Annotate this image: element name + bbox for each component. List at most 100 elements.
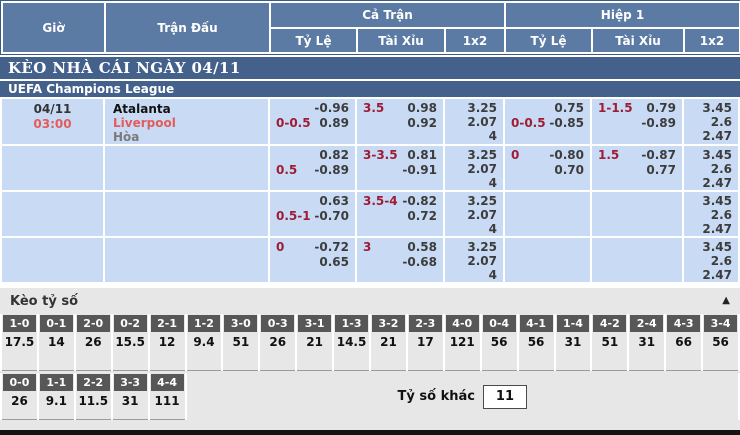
league-title-bar: UEFA Champions League — [0, 81, 740, 97]
home-team-label: Atalanta — [113, 102, 171, 116]
odds-value: 2.07 — [467, 254, 497, 268]
score-odds: 14 — [47, 335, 65, 349]
odds-value: 4 — [488, 222, 497, 236]
first-half-1x2-cell[interactable]: 3.45 2.6 2.47 — [684, 146, 738, 190]
odds-line: 4 — [445, 268, 503, 282]
first-half-over-under-cell[interactable] — [592, 238, 682, 282]
first-half-handicap-cell[interactable]: 0.75 0-0.5 -0.85 — [505, 99, 590, 144]
score-cell[interactable]: 1-3 14.5 — [334, 314, 369, 371]
odds-value: -0.85 — [549, 116, 584, 130]
handicap-label: 1-1.5 — [598, 101, 633, 115]
odds-line: 3.5-4 -0.82 — [357, 194, 443, 209]
odds-line: 2.47 — [684, 176, 738, 190]
score-odds: 31 — [638, 335, 656, 349]
score-odds: 21 — [306, 335, 323, 349]
odds-value: 2.07 — [467, 115, 497, 129]
score-cell[interactable]: 4-4 111 — [149, 373, 185, 420]
full-time-over-under-cell[interactable]: 3.5-4 -0.82 0.72 — [357, 192, 443, 236]
full-time-handicap-cell[interactable]: 0.63 0.5-1 -0.70 — [270, 192, 355, 236]
odds-line: 0.70 — [505, 163, 590, 178]
other-score-odds-box[interactable]: 11 — [482, 384, 527, 409]
score-cell[interactable]: 4-1 56 — [518, 314, 554, 371]
odds-value: -0.80 — [549, 148, 584, 162]
full-time-handicap-cell[interactable]: -0.96 0-0.5 0.89 — [270, 99, 355, 144]
score-cell[interactable]: 4-0 121 — [444, 314, 480, 371]
score-chip: 1-4 — [556, 315, 590, 332]
full-time-handicap-cell[interactable]: 0.82 0.5 -0.89 — [270, 146, 355, 190]
score-cell[interactable]: 3-3 31 — [112, 373, 148, 420]
handicap-label: 0-0.5 — [276, 116, 311, 130]
handicap-label: 0-0.5 — [511, 116, 546, 130]
full-time-over-under-cell[interactable]: 3 0.58 -0.68 — [357, 238, 443, 282]
score-cell[interactable]: 3-4 56 — [703, 314, 738, 371]
column-header-ft-over-under: Tài Xỉu — [358, 29, 444, 52]
teams-cell — [105, 146, 268, 190]
score-chip: 1-3 — [335, 315, 368, 332]
score-cell[interactable]: 2-4 31 — [629, 314, 665, 371]
page-bottom-border — [0, 430, 740, 435]
score-cell[interactable]: 0-4 56 — [481, 314, 517, 371]
score-odds: 9.1 — [45, 394, 67, 408]
full-time-1x2-cell[interactable]: 3.25 2.07 4 — [445, 99, 503, 144]
score-cell[interactable]: 0-0 26 — [2, 373, 37, 420]
first-half-handicap-cell[interactable] — [505, 238, 590, 282]
score-odds: 56 — [712, 335, 729, 349]
score-cell[interactable]: 4-2 51 — [592, 314, 628, 371]
first-half-over-under-cell[interactable] — [592, 192, 682, 236]
first-half-handicap-cell[interactable]: 0 -0.80 0.70 — [505, 146, 590, 190]
odds-line: 4 — [445, 222, 503, 236]
full-time-1x2-cell[interactable]: 3.25 2.07 4 — [445, 238, 503, 282]
odds-value: 4 — [488, 129, 497, 143]
first-half-over-under-cell[interactable]: 1.5 -0.87 0.77 — [592, 146, 682, 190]
score-cell[interactable]: 2-0 26 — [75, 314, 111, 371]
score-cell[interactable]: 1-1 9.1 — [38, 373, 74, 420]
score-cell[interactable]: 3-2 21 — [371, 314, 406, 371]
score-cell[interactable]: 1-0 17.5 — [2, 314, 37, 371]
first-half-handicap-cell[interactable] — [505, 192, 590, 236]
odds-value: 2.6 — [710, 115, 732, 129]
full-time-over-under-cell[interactable]: 3-3.5 0.81 -0.91 — [357, 146, 443, 190]
full-time-1x2-cell[interactable]: 3.25 2.07 4 — [445, 192, 503, 236]
first-half-1x2-cell[interactable]: 3.45 2.6 2.47 — [684, 99, 738, 144]
score-cell[interactable]: 1-4 31 — [555, 314, 591, 371]
score-chip: 0-2 — [113, 315, 147, 332]
odds-line: 2.6 — [684, 162, 738, 176]
collapse-arrow-icon[interactable]: ▲ — [722, 295, 730, 306]
score-cell[interactable]: 0-1 14 — [38, 314, 74, 371]
full-time-1x2-cell[interactable]: 3.25 2.07 4 — [445, 146, 503, 190]
handicap-label: 3-3.5 — [363, 148, 398, 162]
odds-value: 2.6 — [710, 254, 732, 268]
score-cell[interactable]: 4-3 66 — [666, 314, 702, 371]
handicap-label: 1.5 — [598, 148, 620, 162]
score-cell[interactable]: 2-3 17 — [407, 314, 443, 371]
score-cell[interactable]: 0-2 15.5 — [112, 314, 148, 371]
score-cell[interactable]: 1-2 9.4 — [186, 314, 222, 371]
odds-line: 1-1.5 0.79 — [592, 101, 682, 116]
score-chip: 0-0 — [3, 374, 36, 391]
first-half-over-under-cell[interactable]: 1-1.5 0.79 -0.89 — [592, 99, 682, 144]
handicap-label: 3.5-4 — [363, 194, 398, 208]
score-odds: 21 — [380, 335, 397, 349]
odds-line: 3.45 — [684, 148, 738, 162]
score-cell[interactable]: 2-1 12 — [149, 314, 185, 371]
column-header-time: Giờ — [3, 3, 104, 52]
score-cell[interactable]: 3-1 21 — [297, 314, 333, 371]
score-cell[interactable]: 2-2 11.5 — [75, 373, 111, 420]
first-half-1x2-cell[interactable]: 3.45 2.6 2.47 — [684, 238, 738, 282]
handicap-label: 0.5 — [276, 163, 298, 177]
score-cell[interactable]: 0-3 26 — [260, 314, 296, 371]
full-time-over-under-cell[interactable]: 3.5 0.98 0.92 — [357, 99, 443, 144]
score-cell[interactable]: 3-0 51 — [223, 314, 259, 371]
odds-line: 0-0.5 -0.85 — [505, 116, 590, 131]
score-chip: 4-4 — [150, 374, 184, 391]
odds-line: 3.25 — [445, 148, 503, 162]
score-odds: 56 — [490, 335, 508, 349]
score-odds: 51 — [232, 335, 250, 349]
match-time: 03:00 — [33, 117, 72, 131]
score-odds: 121 — [449, 335, 475, 349]
full-time-handicap-cell[interactable]: 0 -0.72 0.65 — [270, 238, 355, 282]
odds-line: 0.77 — [592, 163, 682, 178]
score-odds: 9.4 — [193, 335, 215, 349]
first-half-1x2-cell[interactable]: 3.45 2.6 2.47 — [684, 192, 738, 236]
time-cell — [2, 146, 103, 190]
